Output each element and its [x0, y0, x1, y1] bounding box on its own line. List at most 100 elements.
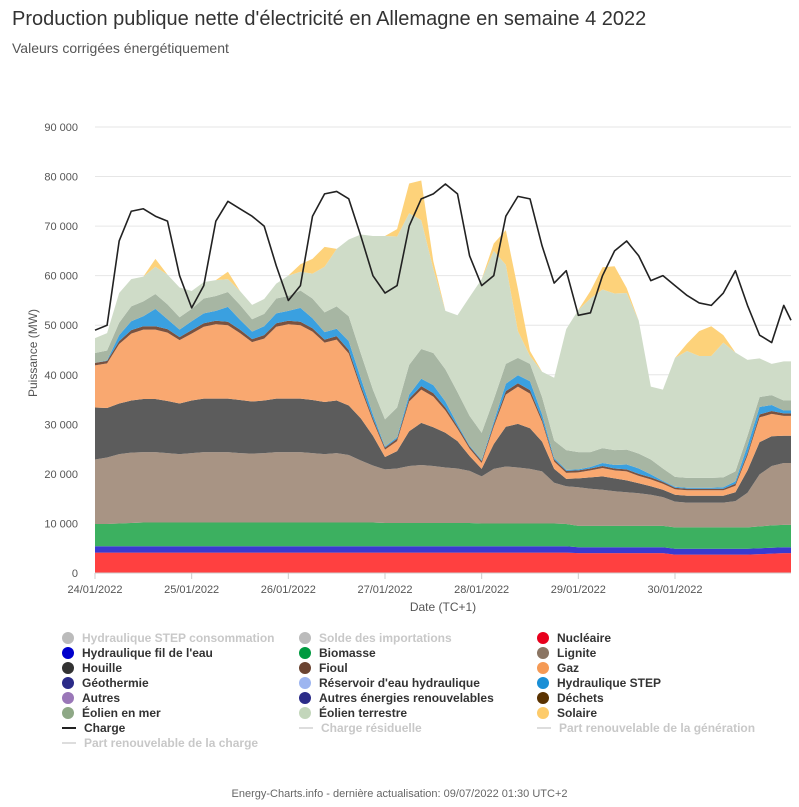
area-eolien-en-mer[interactable] [95, 290, 791, 488]
credits[interactable]: Energy-Charts.info - dernière actualisat… [231, 788, 568, 800]
line-series [94, 183, 792, 344]
y-tick-label: 0 [72, 568, 78, 580]
legend-label: Biomasse [319, 645, 376, 660]
legend-dot-symbol [537, 691, 549, 704]
y-tick-label: 50 000 [44, 320, 78, 332]
area-houille[interactable] [95, 398, 791, 503]
x-axis-label: Date (TC+1) [410, 600, 476, 614]
legend-label: Déchets [557, 690, 604, 705]
y-axis-label: Puissance (MW) [26, 309, 40, 397]
legend-label: Hydraulique STEP consommation [82, 630, 275, 645]
legend-label: Hydraulique fil de l'eau [82, 645, 213, 660]
legend-label: Lignite [557, 645, 597, 660]
legend-label: Éolien terrestre [319, 705, 408, 720]
legend-item-lignite[interactable]: Lignite [537, 645, 596, 660]
area-solaire[interactable] [95, 180, 791, 390]
legend-item-autres-energies-renouvelables[interactable]: Autres énergies renouvelables [299, 690, 494, 705]
legend-item-hydraulique-step-consommation[interactable]: Hydraulique STEP consommation [62, 630, 274, 645]
x-tick-label: 24/01/2022 [67, 584, 122, 596]
legend-dot-symbol [62, 706, 74, 719]
area-gaz[interactable] [95, 324, 791, 496]
chart-subtitle: Valeurs corrigées énergétiquement [12, 40, 229, 56]
x-axis: 24/01/2022 25/01/2022 26/01/2022 27/01/2022… [67, 572, 791, 596]
chart-title: Production publique nette d'électricité … [12, 8, 647, 30]
legend-item-hydraulique-fil-de-l-eau[interactable]: Hydraulique fil de l'eau [62, 645, 213, 660]
line-charge[interactable] [94, 183, 792, 344]
legend-line-symbol [299, 726, 313, 729]
legend-item-part-renouvelable-de-la-charge[interactable]: Part renouvelable de la charge [62, 735, 258, 750]
legend-label: Autres énergies renouvelables [319, 690, 494, 705]
area-biomasse[interactable] [95, 522, 791, 549]
legend-dot-symbol [299, 631, 311, 644]
legend-item-reservoir-d-eau-hydraulique[interactable]: Réservoir d'eau hydraulique [299, 675, 480, 690]
legend-label: Solde des importations [319, 630, 452, 645]
legend-item-fioul[interactable]: Fioul [299, 660, 348, 675]
stacked-area-chart[interactable]: 0 10 000 20 000 30 000 40 000 50 000 60 000 70 … [0, 0, 799, 620]
legend-label: Part renouvelable de la génération [559, 720, 756, 735]
area-hydraulique-fil-de-l-eau[interactable] [95, 546, 791, 555]
area-eolien-terrestre[interactable] [95, 213, 791, 478]
y-tick-label: 70 000 [44, 221, 78, 233]
legend-label: Nucléaire [557, 630, 612, 645]
legend-item-charge-residuelle[interactable]: Charge résiduelle [299, 720, 422, 735]
legend-dot-symbol [299, 706, 311, 719]
y-tick-label: 10 000 [44, 518, 78, 530]
legend-dot-symbol [537, 646, 549, 659]
legend-label: Charge [84, 720, 126, 735]
area-hydraulique-step[interactable] [95, 306, 791, 489]
legend-item-autres[interactable]: Autres [62, 690, 120, 705]
legend-line-symbol [62, 741, 76, 744]
area-lignite[interactable] [95, 452, 791, 528]
y-tick-label: 20 000 [44, 469, 78, 481]
x-tick-label: 28/01/2022 [454, 584, 509, 596]
legend-item-eolien-terrestre[interactable]: Éolien terrestre [299, 705, 407, 720]
x-tick-label: 29/01/2022 [551, 584, 606, 596]
legend-item-hydraulique-step[interactable]: Hydraulique STEP [537, 675, 661, 690]
legend-dot-symbol [299, 691, 311, 704]
x-tick-label: 30/01/2022 [647, 584, 702, 596]
legend-item-solde-des-importations[interactable]: Solde des importations [299, 630, 452, 645]
y-tick-label: 30 000 [44, 419, 78, 431]
legend-item-geothermie[interactable]: Géothermie [62, 675, 149, 690]
y-tick-label: 40 000 [44, 370, 78, 382]
legend-dot-symbol [62, 661, 74, 674]
legend-item-eolien-en-mer[interactable]: Éolien en mer [62, 705, 161, 720]
legend-item-biomasse[interactable]: Biomasse [299, 645, 376, 660]
y-axis: 0 10 000 20 000 30 000 40 000 50 000 60 000 70 … [44, 122, 78, 580]
legend-dot-symbol [537, 706, 549, 719]
y-tick-label: 90 000 [44, 122, 78, 134]
legend-dot-symbol [299, 661, 311, 674]
legend-label: Éolien en mer [82, 705, 161, 720]
legend-item-houille[interactable]: Houille [62, 660, 122, 675]
legend-label: Houille [82, 660, 123, 675]
x-tick-label: 25/01/2022 [164, 584, 219, 596]
legend-dot-symbol [62, 646, 74, 659]
legend-dot-symbol [62, 691, 74, 704]
legend-dot-symbol [537, 661, 549, 674]
area-series [95, 180, 791, 573]
legend-label: Réservoir d'eau hydraulique [319, 675, 480, 690]
area-nucleaire[interactable] [95, 552, 791, 573]
x-tick-label: 26/01/2022 [261, 584, 316, 596]
legend-label: Charge résiduelle [321, 720, 422, 735]
legend-label: Autres [82, 690, 121, 705]
y-tick-label: 60 000 [44, 271, 78, 283]
legend-dot-symbol [299, 676, 311, 689]
legend-item-solaire[interactable]: Solaire [537, 705, 597, 720]
legend-line-symbol [62, 726, 76, 729]
legend-label: Hydraulique STEP [557, 675, 662, 690]
legend-dot-symbol [62, 676, 74, 689]
legend-item-charge[interactable]: Charge [62, 720, 125, 735]
legend-label: Solaire [557, 705, 598, 720]
legend-item-dechets[interactable]: Déchets [537, 690, 604, 705]
legend-label: Géothermie [82, 675, 149, 690]
area-fioul[interactable] [95, 320, 791, 491]
legend-item-nucleaire[interactable]: Nucléaire [537, 630, 611, 645]
x-tick-label: 27/01/2022 [357, 584, 412, 596]
legend-label: Fioul [319, 660, 348, 675]
legend-dot-symbol [537, 676, 549, 689]
legend-item-part-renouvelable-de-la-generation[interactable]: Part renouvelable de la génération [537, 720, 755, 735]
legend-dot-symbol [299, 646, 311, 659]
legend-item-gaz[interactable]: Gaz [537, 660, 579, 675]
legend-label: Part renouvelable de la charge [84, 735, 259, 750]
